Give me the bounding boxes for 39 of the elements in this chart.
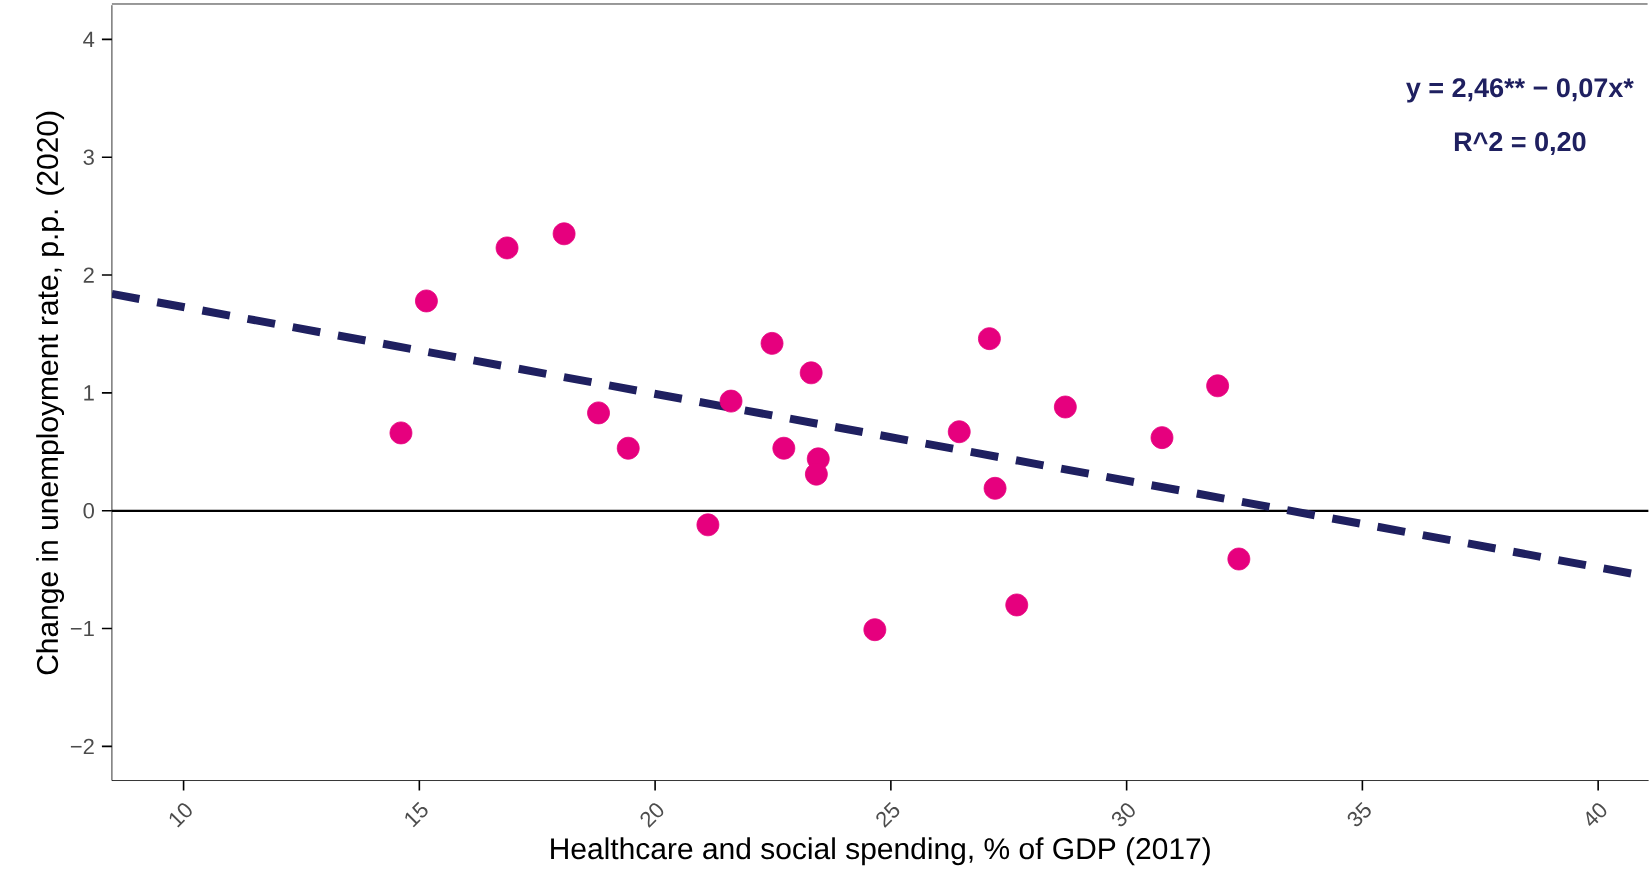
x-tick-label: 40	[1586, 803, 1607, 826]
y-tick-label: 1	[84, 385, 94, 401]
y-tick-label: −1	[70, 620, 94, 636]
annotation: y = 2,46** − 0,07x*	[1406, 78, 1634, 103]
point	[1227, 547, 1251, 571]
point	[978, 327, 1001, 350]
point	[799, 361, 823, 385]
point	[415, 289, 438, 313]
point	[1206, 374, 1230, 398]
x-axis-title: Healthcare and social spending, % of GDP (2017)	[551, 837, 1210, 866]
y-tick-label: 3	[83, 149, 94, 165]
point	[772, 436, 796, 460]
y-tick-label: 4	[83, 31, 95, 47]
point	[389, 421, 413, 445]
y-axis-title: Change in unemployment rate, p.p. (2020)	[36, 111, 65, 675]
point	[947, 420, 971, 444]
point	[1053, 395, 1077, 419]
point	[804, 462, 828, 486]
point	[495, 236, 519, 260]
point	[1150, 426, 1174, 449]
point	[1005, 593, 1029, 617]
y-tick-label: 0	[83, 502, 94, 519]
point	[587, 401, 610, 425]
y-tick-label: −2	[70, 738, 94, 754]
annotation: R^2 = 0,20	[1454, 132, 1586, 156]
x-tick-label: 10	[169, 803, 192, 828]
point	[983, 476, 1007, 500]
point	[760, 331, 784, 355]
x-tick-label: 20	[640, 803, 664, 828]
x-tick-label: 25	[876, 801, 900, 828]
x-tick-label: 15	[405, 801, 428, 828]
y-tick-label: 2	[83, 267, 94, 283]
point	[696, 513, 720, 537]
point	[616, 436, 640, 460]
point	[719, 389, 743, 413]
point	[863, 618, 887, 641]
point	[552, 222, 576, 246]
x-tick-label: 35	[1347, 801, 1371, 827]
x-tick-label: 30	[1111, 803, 1135, 827]
